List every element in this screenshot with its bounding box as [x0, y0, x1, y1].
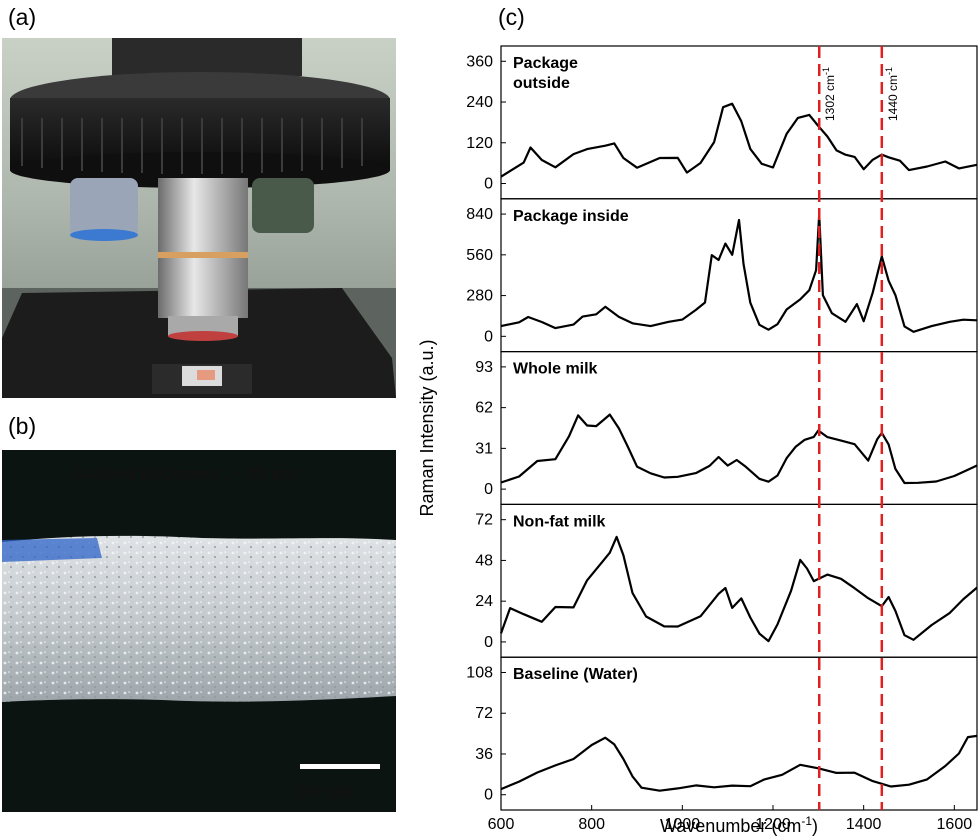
spectrum-trace — [500, 102, 978, 178]
y-tick-label: 24 — [475, 593, 493, 610]
x-tick-label: 1600 — [937, 816, 973, 833]
x-tick-label: 1200 — [755, 816, 791, 833]
peak-marker-sup: -1 — [821, 67, 831, 75]
panel-label-b: (b) — [8, 413, 37, 439]
spectrum-trace — [500, 413, 978, 485]
coating-thickness-label: Coating thickness : ~ 25 µm — [72, 464, 297, 483]
x-axis-label-main: Wavenumber (cm — [660, 816, 801, 836]
y-axis-label: Raman Intensity (a.u.) — [417, 339, 437, 516]
spectrum-trace — [499, 535, 978, 643]
y-tick-label: 31 — [475, 440, 493, 457]
panel-title-line: Package inside — [513, 208, 629, 225]
x-axis-label-close: ) — [812, 816, 818, 836]
peak-marker-text: 1440 cm — [886, 75, 900, 121]
y-tick-label: 62 — [475, 400, 493, 417]
x-axis-label-sup: -1 — [801, 814, 812, 828]
y-tick-label: 72 — [475, 705, 493, 722]
panel-title: Baseline (Water) — [513, 666, 638, 683]
x-axis-label: Wavenumber (cm-1) — [660, 814, 818, 836]
y-tick-label: 0 — [484, 787, 493, 804]
panel-title: Package outside — [513, 55, 578, 92]
y-tick-label: 108 — [466, 664, 493, 681]
y-tick-label: 360 — [466, 53, 493, 70]
y-tick-label: 840 — [466, 206, 493, 223]
panel-title-line: Whole milk — [513, 361, 598, 378]
panel-frame — [500, 656, 978, 811]
y-tick-label: 36 — [475, 746, 493, 763]
spectrum-trace — [500, 213, 978, 333]
peak-marker-label: 1302 cm-1 — [821, 67, 837, 121]
y-tick-label: 120 — [466, 135, 493, 152]
x-tick-label: 800 — [578, 816, 605, 833]
panel-label-a: (a) — [8, 4, 37, 30]
panel-title: Package inside — [513, 208, 629, 225]
y-tick-label: 0 — [484, 176, 493, 193]
peak-marker-text: 1302 cm — [823, 75, 837, 121]
y-tick-label: 72 — [475, 512, 493, 529]
y-tick-label: 48 — [475, 552, 493, 569]
spectrum-trace — [500, 734, 978, 792]
panel-title-line: Baseline (Water) — [513, 666, 638, 683]
scale-bar-label: 200 µm — [296, 782, 354, 801]
panel-title: Whole milk — [513, 361, 598, 378]
peak-marker-label: 1440 cm-1 — [884, 67, 900, 121]
panel-title: Non-fat milk — [513, 513, 606, 530]
x-tick-label: 1400 — [846, 816, 882, 833]
panel-label-c: (c) — [498, 4, 525, 30]
y-tick-label: 0 — [484, 481, 493, 498]
x-tick-label: 600 — [488, 816, 515, 833]
panel-title-line: Non-fat milk — [513, 513, 606, 530]
y-tick-label: 240 — [466, 94, 493, 111]
y-tick-label: 93 — [475, 359, 493, 376]
coating-photo — [2, 450, 396, 812]
x-tick-label: 1000 — [665, 816, 701, 833]
peak-marker-sup: -1 — [884, 67, 894, 75]
panel-title-line: Package — [513, 55, 578, 72]
y-tick-label: 0 — [484, 328, 493, 345]
y-tick-label: 0 — [484, 634, 493, 651]
y-tick-label: 280 — [466, 288, 493, 305]
y-tick-label: 560 — [466, 247, 493, 264]
panel-title-line: outside — [513, 75, 570, 92]
microscope-photo — [2, 38, 396, 398]
